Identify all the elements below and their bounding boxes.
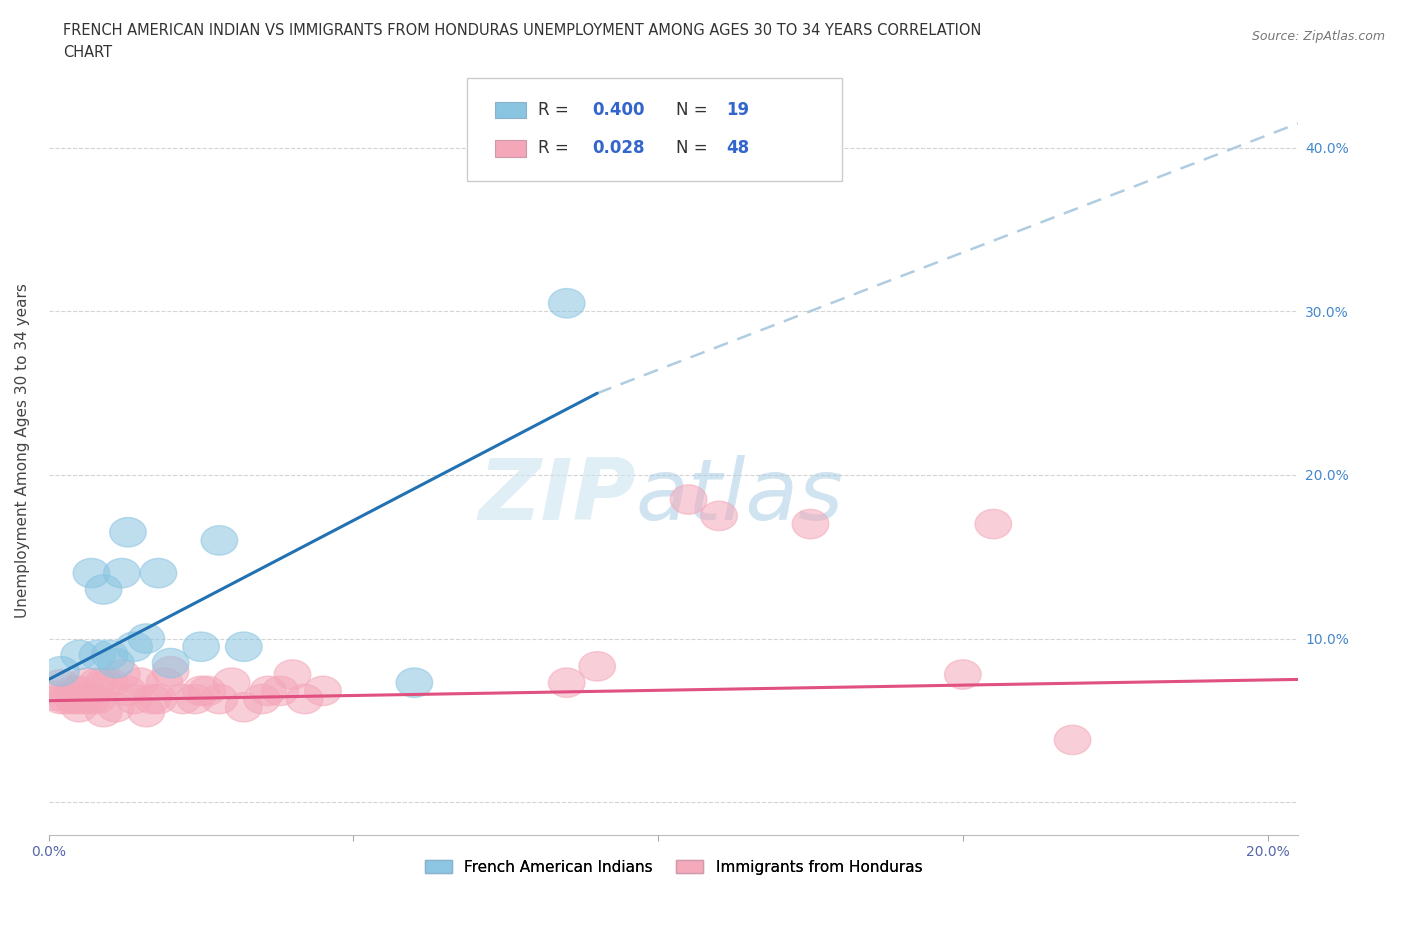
Ellipse shape bbox=[67, 684, 104, 713]
Text: 48: 48 bbox=[725, 140, 749, 157]
Ellipse shape bbox=[225, 632, 262, 661]
Ellipse shape bbox=[152, 648, 188, 678]
Text: CHART: CHART bbox=[63, 45, 112, 60]
Ellipse shape bbox=[110, 517, 146, 547]
Ellipse shape bbox=[104, 558, 141, 588]
Ellipse shape bbox=[110, 676, 146, 706]
Ellipse shape bbox=[183, 676, 219, 706]
Text: atlas: atlas bbox=[636, 455, 844, 538]
Legend: French American Indians, Immigrants from Honduras: French American Indians, Immigrants from… bbox=[419, 854, 928, 881]
Y-axis label: Unemployment Among Ages 30 to 34 years: Unemployment Among Ages 30 to 34 years bbox=[15, 283, 30, 618]
Ellipse shape bbox=[42, 657, 79, 686]
Ellipse shape bbox=[60, 676, 97, 706]
Ellipse shape bbox=[287, 684, 323, 713]
Ellipse shape bbox=[91, 668, 128, 698]
Ellipse shape bbox=[250, 676, 287, 706]
Ellipse shape bbox=[91, 640, 128, 670]
Ellipse shape bbox=[214, 668, 250, 698]
Ellipse shape bbox=[104, 659, 141, 689]
Text: R =: R = bbox=[538, 140, 575, 157]
Ellipse shape bbox=[792, 510, 828, 538]
Ellipse shape bbox=[1054, 725, 1091, 754]
Text: 0.400: 0.400 bbox=[592, 101, 645, 119]
Ellipse shape bbox=[60, 640, 97, 670]
Ellipse shape bbox=[183, 632, 219, 661]
Text: N =: N = bbox=[676, 140, 713, 157]
Ellipse shape bbox=[55, 676, 91, 706]
Ellipse shape bbox=[49, 684, 86, 713]
FancyBboxPatch shape bbox=[495, 140, 526, 157]
FancyBboxPatch shape bbox=[467, 78, 842, 181]
Ellipse shape bbox=[42, 684, 79, 713]
Ellipse shape bbox=[141, 558, 177, 588]
Ellipse shape bbox=[201, 684, 238, 713]
Ellipse shape bbox=[60, 693, 97, 722]
Ellipse shape bbox=[86, 698, 122, 727]
Ellipse shape bbox=[146, 668, 183, 698]
Ellipse shape bbox=[243, 684, 280, 713]
Ellipse shape bbox=[141, 684, 177, 713]
Ellipse shape bbox=[79, 684, 115, 713]
Ellipse shape bbox=[165, 684, 201, 713]
Text: 0.028: 0.028 bbox=[592, 140, 645, 157]
Ellipse shape bbox=[115, 684, 152, 713]
Ellipse shape bbox=[60, 684, 97, 713]
Ellipse shape bbox=[274, 659, 311, 689]
Ellipse shape bbox=[86, 575, 122, 604]
Ellipse shape bbox=[97, 693, 134, 722]
Ellipse shape bbox=[67, 668, 104, 698]
Ellipse shape bbox=[201, 525, 238, 555]
Ellipse shape bbox=[42, 670, 79, 699]
Ellipse shape bbox=[700, 501, 737, 531]
Ellipse shape bbox=[79, 640, 115, 670]
Ellipse shape bbox=[79, 668, 115, 698]
Ellipse shape bbox=[128, 624, 165, 653]
Text: Source: ZipAtlas.com: Source: ZipAtlas.com bbox=[1251, 30, 1385, 43]
Ellipse shape bbox=[591, 100, 627, 130]
Text: FRENCH AMERICAN INDIAN VS IMMIGRANTS FROM HONDURAS UNEMPLOYMENT AMONG AGES 30 TO: FRENCH AMERICAN INDIAN VS IMMIGRANTS FRO… bbox=[63, 23, 981, 38]
Ellipse shape bbox=[134, 684, 170, 713]
Ellipse shape bbox=[73, 558, 110, 588]
Text: 19: 19 bbox=[725, 101, 749, 119]
Ellipse shape bbox=[128, 698, 165, 727]
Ellipse shape bbox=[262, 676, 298, 706]
Ellipse shape bbox=[37, 681, 73, 711]
Ellipse shape bbox=[188, 676, 225, 706]
Ellipse shape bbox=[305, 676, 342, 706]
Ellipse shape bbox=[396, 668, 433, 698]
Ellipse shape bbox=[73, 684, 110, 713]
Ellipse shape bbox=[177, 684, 214, 713]
FancyBboxPatch shape bbox=[495, 101, 526, 118]
Ellipse shape bbox=[579, 652, 616, 681]
Ellipse shape bbox=[97, 648, 134, 678]
Ellipse shape bbox=[974, 510, 1011, 538]
Ellipse shape bbox=[86, 668, 122, 698]
Ellipse shape bbox=[945, 659, 981, 689]
Ellipse shape bbox=[152, 657, 188, 686]
Ellipse shape bbox=[225, 693, 262, 722]
Text: R =: R = bbox=[538, 101, 575, 119]
Ellipse shape bbox=[548, 668, 585, 698]
Ellipse shape bbox=[55, 684, 91, 713]
Text: N =: N = bbox=[676, 101, 713, 119]
Ellipse shape bbox=[548, 288, 585, 318]
Text: ZIP: ZIP bbox=[478, 455, 636, 538]
Ellipse shape bbox=[122, 668, 159, 698]
Ellipse shape bbox=[671, 485, 707, 514]
Ellipse shape bbox=[115, 632, 152, 661]
